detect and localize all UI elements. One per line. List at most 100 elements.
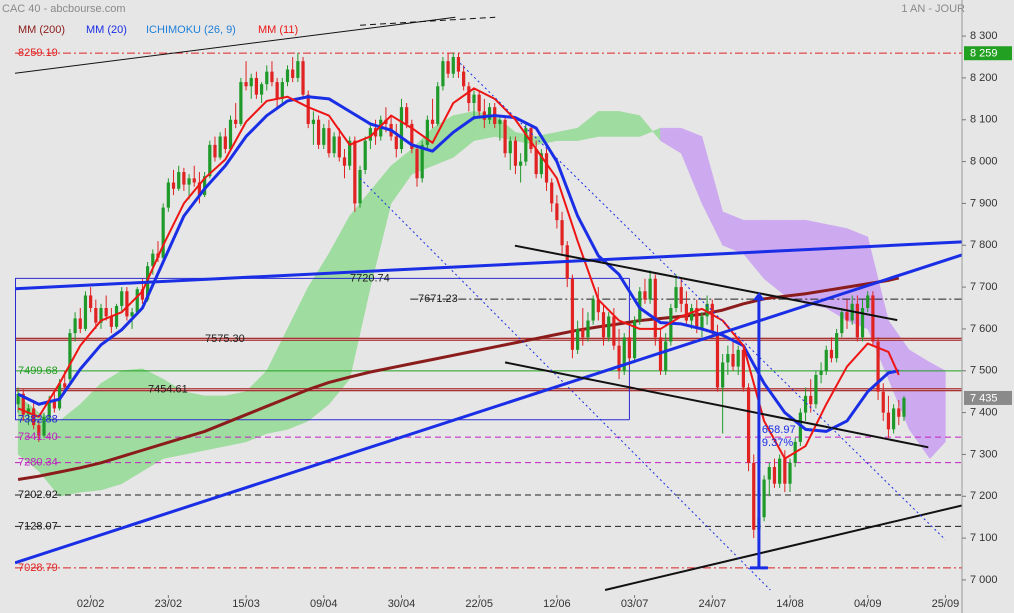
- candle-body: [575, 328, 580, 350]
- candle-body: [788, 462, 792, 484]
- level-label: 7341.40: [18, 431, 58, 443]
- candle-body: [16, 393, 20, 405]
- candle-body: [446, 61, 450, 74]
- moving-average-line: [17, 95, 900, 433]
- candle-body: [63, 383, 67, 388]
- candle-body: [151, 253, 155, 267]
- level-label: 7202.92: [18, 489, 58, 501]
- candle-body: [52, 400, 56, 409]
- candle-body: [244, 82, 248, 87]
- candle-body: [275, 82, 279, 99]
- candle-body: [700, 316, 704, 329]
- candle-body: [353, 140, 357, 204]
- measure-label: 9.37%: [762, 437, 793, 449]
- candle-body: [109, 316, 113, 327]
- cloud-segment: [618, 111, 641, 137]
- axes: 8 300 8 200 8 100 8 000 7 900 7 800 7 700 7 600…: [77, 0, 1012, 613]
- candle-body: [358, 169, 362, 204]
- candle-body: [327, 128, 331, 154]
- candle-body: [83, 295, 88, 329]
- cloud-segment: [805, 219, 827, 309]
- y-tick-label: 7 800: [970, 239, 998, 251]
- candle-body: [617, 345, 621, 371]
- candle-body: [674, 287, 678, 309]
- candle-body: [42, 416, 46, 436]
- trendline: [15, 253, 962, 565]
- candle-body: [316, 119, 321, 145]
- y-tick-label: 7 100: [970, 532, 998, 544]
- candle-body: [73, 318, 77, 334]
- candle-body: [881, 391, 885, 413]
- candle-body: [265, 71, 269, 85]
- candle-body: [814, 374, 818, 405]
- y-tick-label: 7 500: [970, 365, 998, 377]
- x-tick-label: 09/04: [310, 598, 338, 610]
- candle-body: [503, 119, 507, 154]
- candle-body: [581, 328, 585, 338]
- legend-entry: MM (20): [86, 24, 127, 36]
- measure-arrowhead: [752, 292, 765, 301]
- x-tick-label: 15/03: [232, 598, 260, 610]
- candle-body: [420, 144, 424, 179]
- legend-entry: ICHIMOKU (26, 9): [146, 24, 236, 36]
- candle-body: [710, 303, 714, 334]
- y-tick-label: 7 300: [970, 448, 998, 460]
- candle-body: [783, 458, 787, 484]
- candle-body: [892, 408, 896, 430]
- candle-body: [120, 291, 124, 306]
- candle-body: [363, 140, 367, 170]
- candle-body: [752, 462, 756, 530]
- candle-body: [534, 149, 538, 175]
- candle-body: [477, 94, 481, 112]
- candle-body: [897, 408, 901, 417]
- x-tick-label: 04/09: [854, 598, 882, 610]
- candle-body: [405, 107, 409, 124]
- candle-body: [845, 312, 849, 321]
- candle-body: [332, 136, 336, 154]
- candle-body: [824, 349, 828, 371]
- candle-body: [259, 84, 264, 95]
- x-tick-label: 30/04: [388, 598, 416, 610]
- candle-body: [456, 56, 461, 72]
- candle-body: [570, 278, 575, 350]
- candle-body: [301, 61, 305, 95]
- cloud-segment: [183, 391, 205, 455]
- candle-body: [778, 458, 782, 484]
- candle-body: [803, 395, 808, 413]
- trendline: [359, 177, 771, 591]
- period-label: 1 AN - JOUR: [901, 3, 965, 15]
- candle-body: [135, 289, 139, 313]
- candle-body: [78, 318, 82, 329]
- candle-body: [130, 312, 134, 317]
- y-tick-label: 7 200: [970, 490, 998, 502]
- trendline: [604, 504, 962, 591]
- candle-body: [632, 320, 637, 359]
- candle-body: [228, 119, 233, 150]
- candle-body: [705, 303, 709, 317]
- x-tick-label: 02/02: [77, 598, 105, 610]
- candle-body: [203, 176, 207, 196]
- candle-body: [21, 393, 25, 415]
- candle-body: [798, 412, 802, 442]
- candle-body: [368, 128, 372, 141]
- plot-area: [15, 16, 962, 591]
- candle-body: [550, 182, 554, 204]
- candle-body: [462, 71, 466, 87]
- trendline: [514, 244, 898, 322]
- candle-body: [410, 123, 414, 150]
- cloud-segment: [598, 111, 620, 137]
- candle-body: [430, 119, 435, 124]
- candle-body: [342, 157, 347, 166]
- x-tick-label: 23/02: [155, 598, 183, 610]
- trendline: [459, 62, 946, 541]
- y-tick-label: 8 300: [970, 30, 998, 42]
- candle-body: [726, 354, 730, 363]
- candle-body: [519, 161, 523, 166]
- level-label: 7028.79: [18, 562, 58, 574]
- candle-body: [498, 119, 502, 124]
- candle-body: [679, 287, 683, 304]
- candle-body: [472, 94, 476, 104]
- candle-body: [560, 220, 564, 246]
- candle-body: [32, 408, 36, 426]
- candle-body: [607, 316, 611, 338]
